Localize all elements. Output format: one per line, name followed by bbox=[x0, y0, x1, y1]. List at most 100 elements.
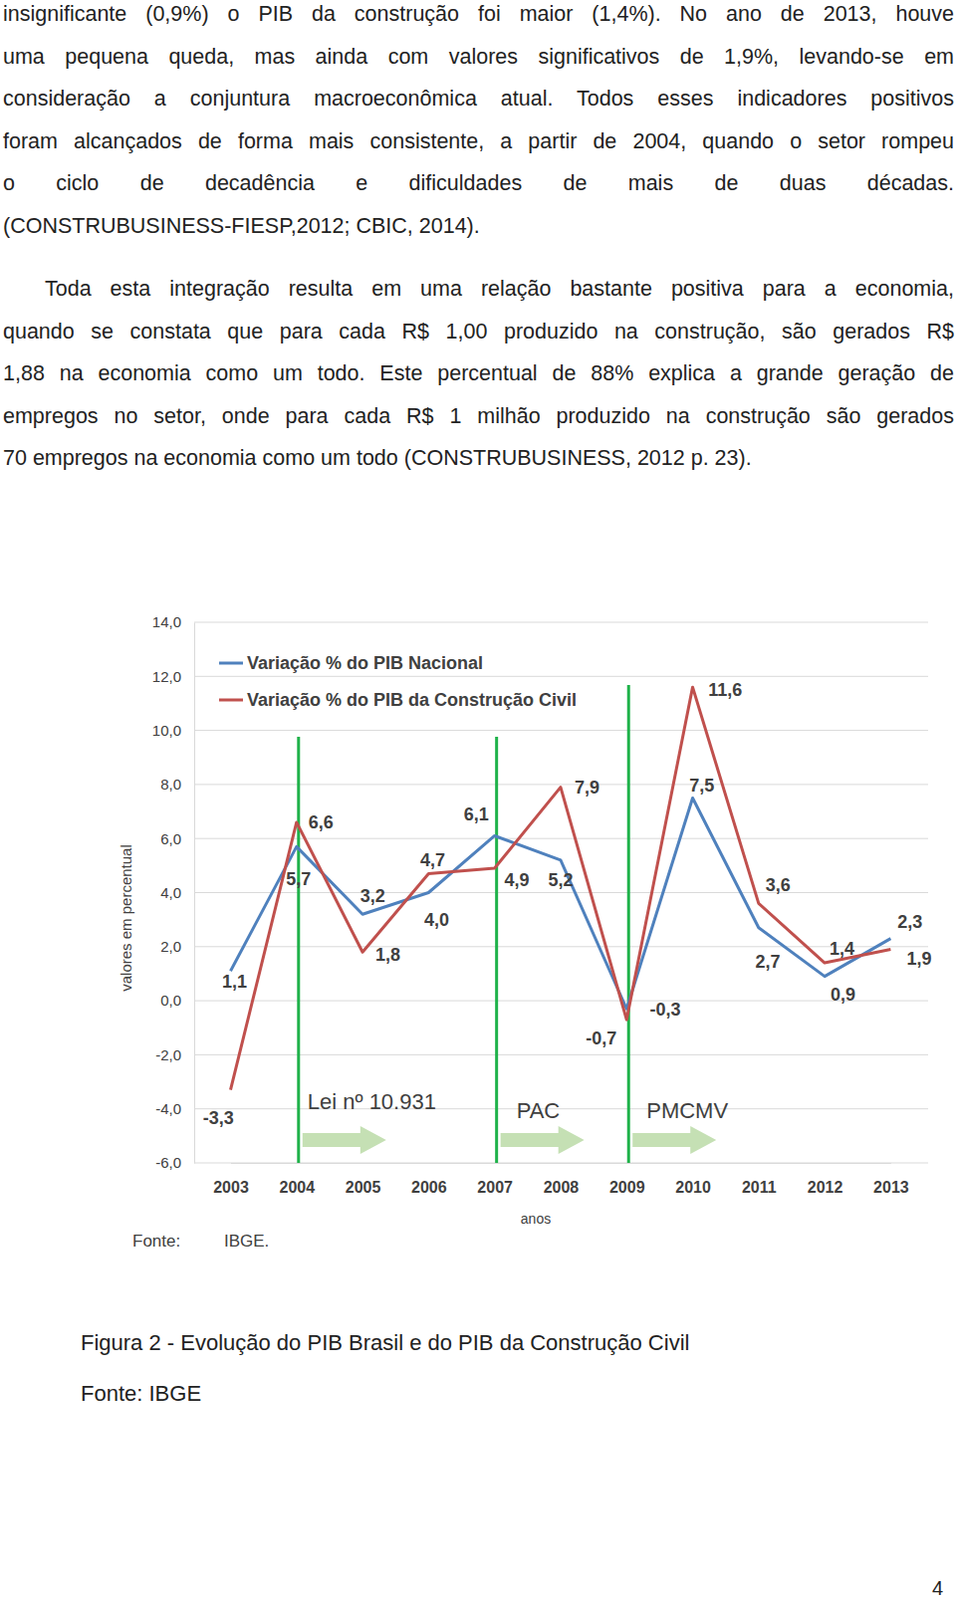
event-arrow bbox=[500, 1126, 585, 1155]
x-tick: 2004 bbox=[278, 1179, 315, 1196]
paragraph-line: 1,88 na economia como um todo. Este perc… bbox=[2, 360, 955, 387]
event-arrow bbox=[302, 1126, 387, 1155]
y-tick-label: 0,0 bbox=[160, 991, 182, 1009]
x-tick: 2009 bbox=[609, 1179, 646, 1196]
grid bbox=[194, 622, 929, 1164]
event-label: PMCMV bbox=[646, 1098, 728, 1124]
x-tick: 2010 bbox=[675, 1179, 712, 1196]
x-tick-label: 2004 bbox=[278, 1179, 315, 1196]
paragraph-line: consideração a conjuntura macroeconômica… bbox=[2, 85, 955, 112]
paragraph-line: 70 empregos na economia como um todo (CO… bbox=[2, 445, 940, 472]
legend-swatch bbox=[219, 662, 243, 666]
x-tick: 2003 bbox=[213, 1179, 249, 1196]
data-label: -0,7 bbox=[585, 1028, 617, 1049]
grid-line bbox=[194, 729, 929, 731]
data-label: 2,3 bbox=[897, 912, 923, 933]
x-tick: 2006 bbox=[411, 1179, 448, 1196]
grid-line bbox=[194, 676, 929, 678]
grid-line bbox=[194, 622, 929, 624]
data-label: 1,1 bbox=[222, 971, 247, 992]
paragraph-line: foram alcançados de forma mais consisten… bbox=[2, 128, 955, 155]
event-arrow bbox=[632, 1126, 717, 1155]
figure-caption: Figura 2 - Evolução do PIB Brasil e do P… bbox=[80, 1330, 690, 1357]
legend-swatch bbox=[219, 699, 243, 703]
grid-line bbox=[194, 946, 929, 948]
page-number: 4 bbox=[932, 1575, 944, 1600]
event-line bbox=[494, 736, 498, 1164]
y-axis-line bbox=[194, 623, 196, 1165]
legend-label: Variação % do PIB Nacional bbox=[246, 653, 483, 674]
x-tick: 2008 bbox=[543, 1179, 580, 1196]
event-label: Lei nº 10.931 bbox=[307, 1089, 437, 1115]
grid-line bbox=[194, 1054, 929, 1056]
data-label: 3,6 bbox=[765, 875, 791, 896]
x-tick-label: 2006 bbox=[411, 1179, 448, 1196]
y-tick: 8,0 bbox=[160, 775, 195, 793]
y-tick-label: -6,0 bbox=[155, 1154, 182, 1172]
data-label: 6,1 bbox=[464, 804, 489, 825]
grid-line bbox=[194, 1000, 929, 1002]
paragraph-line: o ciclo de decadência e dificuldades de … bbox=[2, 170, 955, 197]
x-tick-label: 2009 bbox=[609, 1179, 646, 1196]
y-tick-label: 4,0 bbox=[160, 884, 182, 902]
data-label: 1,4 bbox=[829, 939, 855, 959]
x-axis: 2003200420052006200720082009201020112012… bbox=[213, 1164, 910, 1197]
x-axis-title: anos bbox=[520, 1210, 551, 1227]
y-tick-label: 14,0 bbox=[152, 613, 182, 631]
series-line bbox=[231, 687, 892, 1091]
data-label: 0,9 bbox=[830, 984, 856, 1005]
x-tick: 2007 bbox=[477, 1179, 513, 1196]
y-axis: -6,0-4,0-2,00,02,04,06,08,010,012,014,0 bbox=[152, 613, 196, 1172]
y-tick: 6,0 bbox=[160, 830, 195, 848]
annotations: Lei nº 10.931PACPMCMV bbox=[298, 685, 729, 1164]
event-line bbox=[296, 736, 300, 1164]
grid-line bbox=[194, 892, 929, 894]
paragraph-line: Toda esta integração resulta em uma rela… bbox=[44, 275, 955, 302]
paragraph-line: empregos no setor, onde para cada R$ 1 m… bbox=[2, 403, 955, 430]
data-label: 7,9 bbox=[574, 777, 600, 798]
figure-source: Fonte: IBGE bbox=[80, 1381, 202, 1408]
data-label: 3,2 bbox=[360, 886, 386, 907]
y-tick: -6,0 bbox=[155, 1154, 195, 1172]
data-label: -3,3 bbox=[203, 1108, 235, 1129]
data-label: 1,8 bbox=[375, 945, 401, 965]
plot-area bbox=[231, 687, 892, 1091]
x-tick-label: 2007 bbox=[477, 1179, 513, 1196]
data-label: 5,7 bbox=[285, 869, 311, 890]
data-label: 4,9 bbox=[504, 870, 530, 891]
source: IBGE. bbox=[224, 1231, 269, 1251]
grid-line bbox=[194, 783, 929, 785]
source-label: Fonte: bbox=[132, 1231, 181, 1251]
data-label: 6,6 bbox=[308, 812, 334, 833]
x-axis-line bbox=[231, 1163, 892, 1165]
x-tick: 2013 bbox=[873, 1179, 910, 1196]
data-label: 5,2 bbox=[547, 870, 573, 891]
x-tick-label: 2005 bbox=[345, 1179, 382, 1196]
y-tick-label: -4,0 bbox=[155, 1100, 182, 1118]
x-tick: 2005 bbox=[345, 1179, 382, 1196]
y-axis-title: valores em percentual bbox=[117, 844, 135, 992]
data-label: 1,9 bbox=[906, 949, 932, 969]
y-tick: -2,0 bbox=[155, 1046, 195, 1064]
x-tick-label: 2013 bbox=[873, 1179, 910, 1196]
y-tick: 10,0 bbox=[152, 721, 195, 739]
series-line bbox=[231, 797, 892, 1009]
y-tick-label: 8,0 bbox=[160, 775, 182, 793]
grid-line bbox=[194, 1163, 929, 1165]
legend: Variação % do PIB Nacional Variação % do … bbox=[219, 653, 577, 711]
chart: -6,0-4,0-2,00,02,04,06,08,010,012,014,02… bbox=[0, 0, 956, 1600]
x-tick-label: 2003 bbox=[213, 1179, 249, 1196]
data-label: -0,3 bbox=[649, 999, 681, 1020]
x-tick-label: 2008 bbox=[543, 1179, 580, 1196]
x-tick-label: 2010 bbox=[675, 1179, 712, 1196]
y-tick-label: 12,0 bbox=[152, 668, 182, 686]
data-label: 4,7 bbox=[420, 850, 446, 871]
data-label: 7,5 bbox=[689, 775, 715, 796]
y-tick: 14,0 bbox=[152, 613, 195, 631]
y-tick: 12,0 bbox=[152, 668, 195, 686]
legend-label: Variação % do PIB da Construção Civil bbox=[246, 690, 577, 711]
data-label: 4,0 bbox=[424, 910, 450, 931]
y-tick: -4,0 bbox=[155, 1100, 195, 1118]
x-tick-label: 2012 bbox=[807, 1179, 844, 1196]
y-tick-label: -2,0 bbox=[155, 1046, 182, 1064]
